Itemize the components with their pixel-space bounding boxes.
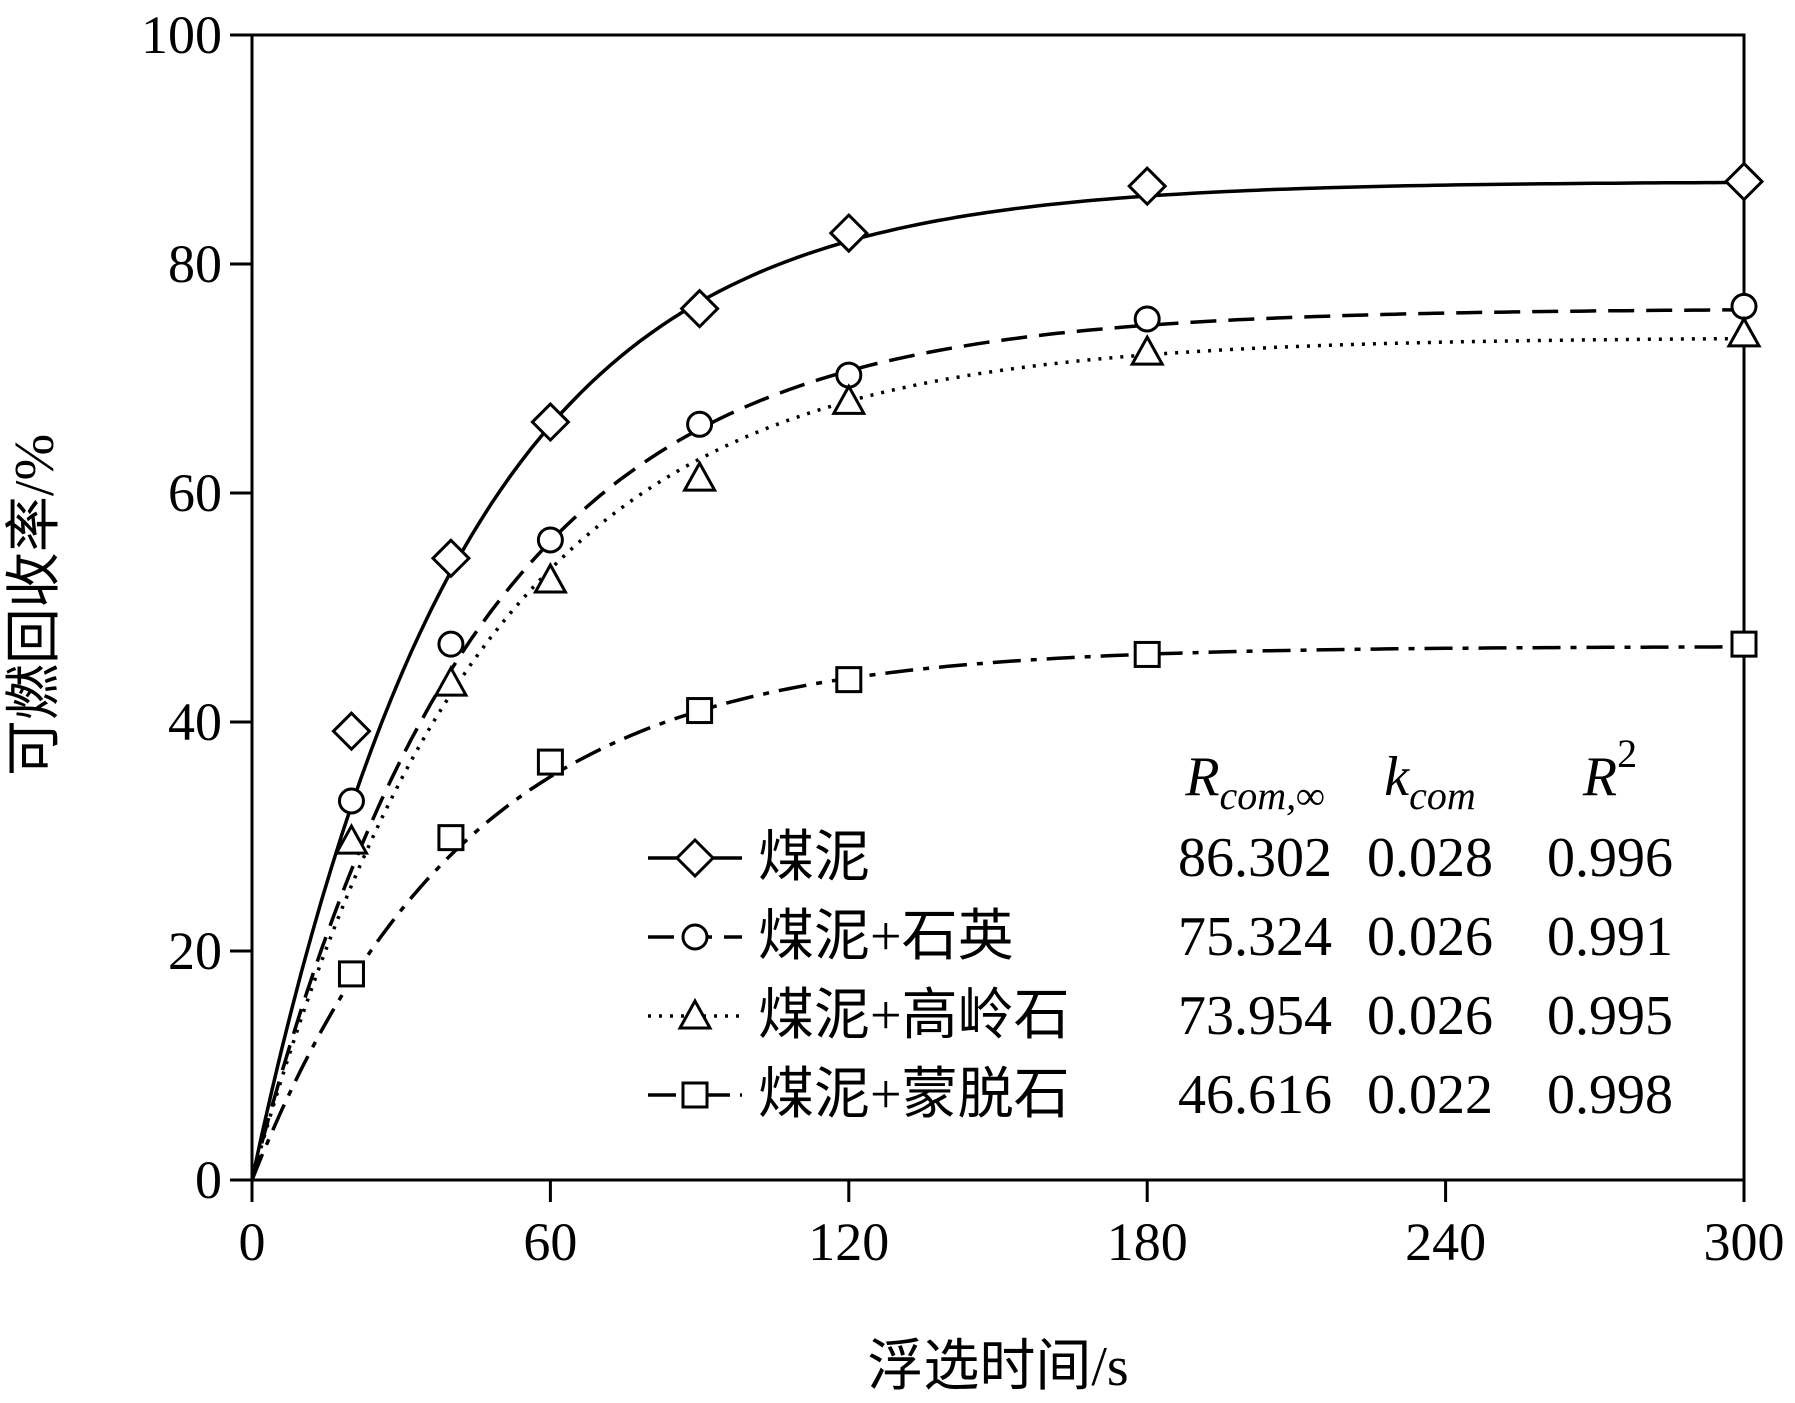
data-point-series-3 — [433, 664, 469, 697]
legend-label: 煤泥 — [758, 827, 870, 889]
y-tick-label: 80 — [168, 234, 222, 294]
stat-k-com: 0.022 — [1367, 1064, 1493, 1126]
legend-label: 煤泥+高岭石 — [758, 985, 1070, 1047]
x-tick-label: 300 — [1704, 1212, 1785, 1272]
data-point-series-2 — [1133, 305, 1161, 333]
data-point-series-3 — [333, 822, 370, 855]
y-axis-title: 可燃回收率/% — [4, 434, 66, 776]
data-point-series-3 — [682, 460, 718, 492]
data-point-series-3 — [831, 383, 867, 415]
y-tick-label: 60 — [168, 463, 222, 523]
data-point-series-2 — [686, 410, 714, 438]
data-point-series-4 — [1133, 640, 1161, 668]
legend-marker-circle — [681, 923, 709, 951]
legend: Rcom,∞ kcom R2 煤泥 86.302 0.028 0.996 煤泥+石英 75.32… — [648, 731, 1673, 1126]
plot-frame — [250, 33, 1746, 1182]
stat-r-com-inf: 46.616 — [1178, 1064, 1332, 1126]
stat-k-com: 0.028 — [1367, 827, 1493, 889]
data-point-series-1 — [331, 711, 372, 752]
data-point-series-1 — [530, 401, 571, 443]
header-k-com: kcom — [1384, 746, 1476, 818]
data-point-series-3 — [1129, 334, 1165, 366]
y-tick-label: 0 — [195, 1150, 222, 1210]
data-point-series-1 — [679, 288, 720, 329]
data-point-series-4 — [1730, 630, 1758, 658]
fit-curve-series-3 — [250, 336, 1745, 1181]
x-tick-label: 120 — [808, 1212, 889, 1272]
stat-k-com: 0.026 — [1367, 985, 1493, 1047]
fit-curve-series-1 — [250, 180, 1745, 1181]
data-point-series-4 — [337, 960, 365, 988]
x-tick-label: 180 — [1107, 1212, 1188, 1272]
data-point-series-1 — [828, 212, 869, 254]
fit-curves — [250, 180, 1745, 1181]
x-tick-label: 0 — [239, 1212, 266, 1272]
stat-r-squared: 0.995 — [1547, 985, 1673, 1047]
y-tick-label: 20 — [168, 921, 222, 981]
data-point-series-3 — [532, 561, 568, 594]
data-point-series-1 — [1127, 166, 1168, 207]
stat-r-squared: 0.998 — [1547, 1064, 1673, 1126]
header-r-squared: R2 — [1582, 731, 1637, 808]
data-point-series-3 — [1726, 315, 1762, 348]
data-point-series-4 — [536, 748, 564, 776]
stat-r-squared: 0.991 — [1547, 906, 1673, 968]
stat-r-com-inf: 75.324 — [1178, 906, 1332, 968]
y-tick-label: 40 — [168, 692, 222, 752]
data-point-series-4 — [437, 824, 465, 852]
stat-r-com-inf: 86.302 — [1178, 827, 1332, 889]
legend-label: 煤泥+蒙脱石 — [758, 1064, 1070, 1126]
legend-marker-diamond — [674, 837, 716, 879]
fit-curve-series-4 — [250, 645, 1744, 1181]
data-point-series-2 — [337, 787, 365, 815]
header-r-com-inf: Rcom,∞ — [1184, 746, 1324, 818]
data-point-series-4 — [835, 666, 863, 694]
x-tick-label: 60 — [523, 1212, 577, 1272]
stat-r-com-inf: 73.954 — [1178, 985, 1332, 1047]
legend-label: 煤泥+石英 — [758, 906, 1014, 968]
data-point-series-1 — [430, 538, 472, 579]
x-tick-label: 240 — [1405, 1212, 1486, 1272]
data-markers — [331, 161, 1765, 988]
legend-marker-triangle — [677, 997, 713, 1030]
fit-curve-series-2 — [250, 308, 1745, 1181]
legend-marker-square — [681, 1081, 709, 1109]
data-point-series-4 — [686, 697, 714, 725]
data-point-series-2 — [536, 526, 564, 554]
data-point-series-2 — [437, 630, 465, 658]
axes: 0 60 120 180 240 300 0 20 40 60 80 100 — [141, 5, 1785, 1272]
stat-k-com: 0.026 — [1367, 906, 1493, 968]
data-point-series-1 — [1723, 161, 1765, 202]
x-axis-title: 浮选时间/s — [867, 1336, 1128, 1398]
stat-r-squared: 0.996 — [1547, 827, 1673, 889]
y-tick-label: 100 — [141, 5, 222, 65]
data-point-series-2 — [1730, 292, 1758, 320]
